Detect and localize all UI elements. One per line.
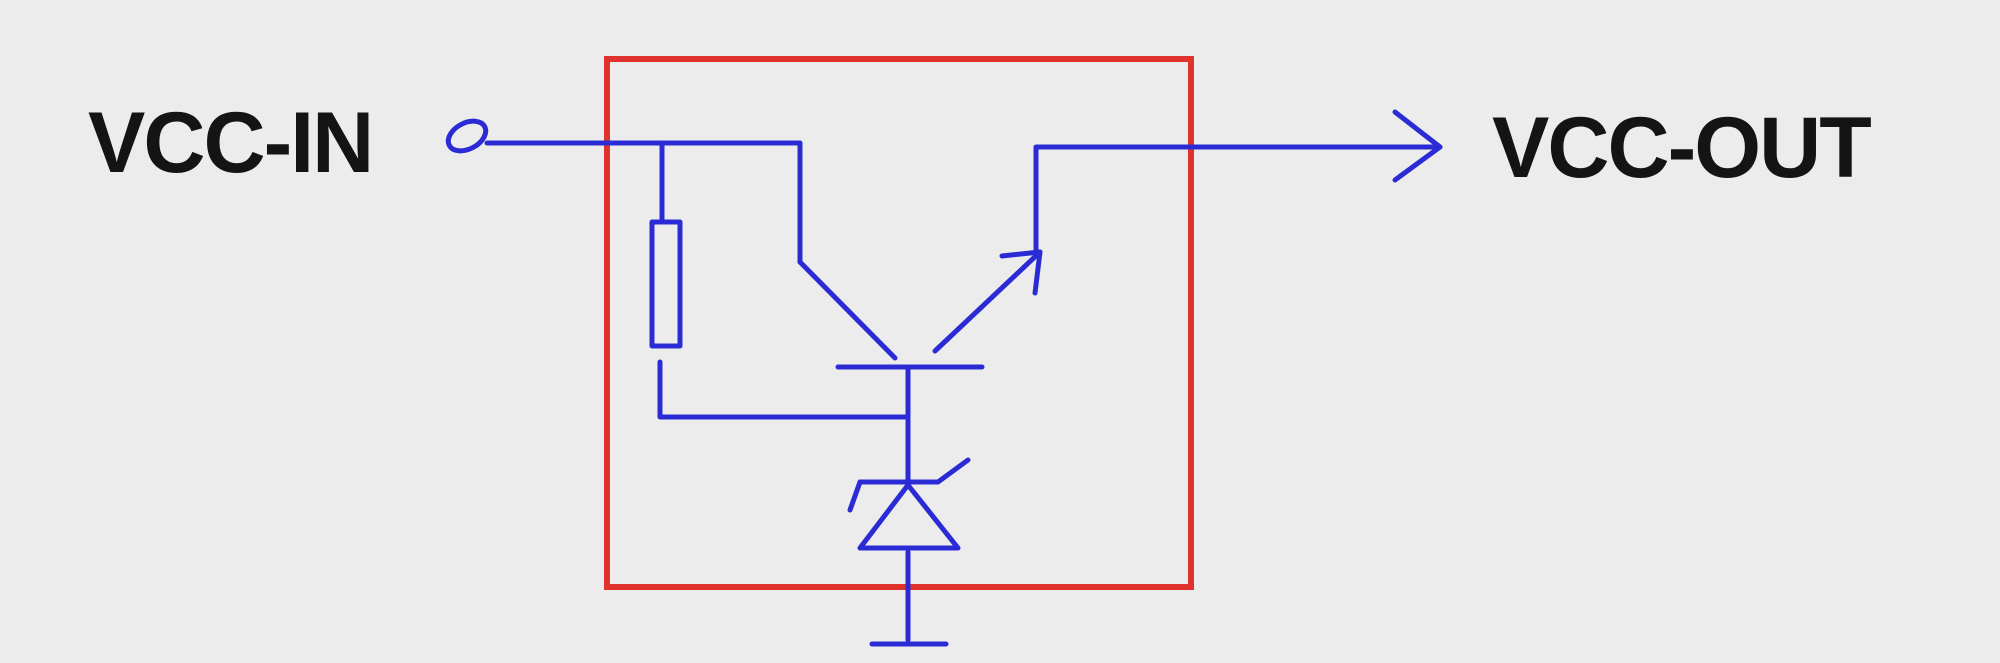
regulator-box [604, 56, 1194, 590]
emitter-lead [1033, 144, 1443, 253]
zener-cathode-tail [847, 479, 863, 513]
transistor-collector [797, 259, 898, 361]
resistor-bottom-lead [657, 359, 911, 420]
emitter-arrow-icon [999, 249, 1043, 296]
input-terminal [445, 118, 489, 154]
output-arrow-icon [1392, 109, 1443, 183]
input-wire [484, 140, 803, 265]
zener-cathode-bar [857, 457, 971, 485]
transistor-emitter [932, 249, 1043, 354]
vcc-in-label: VCC-IN [88, 95, 372, 191]
vcc-out-label: VCC-OUT [1492, 100, 1871, 196]
resistor [649, 219, 683, 349]
zener-triangle [857, 482, 961, 551]
